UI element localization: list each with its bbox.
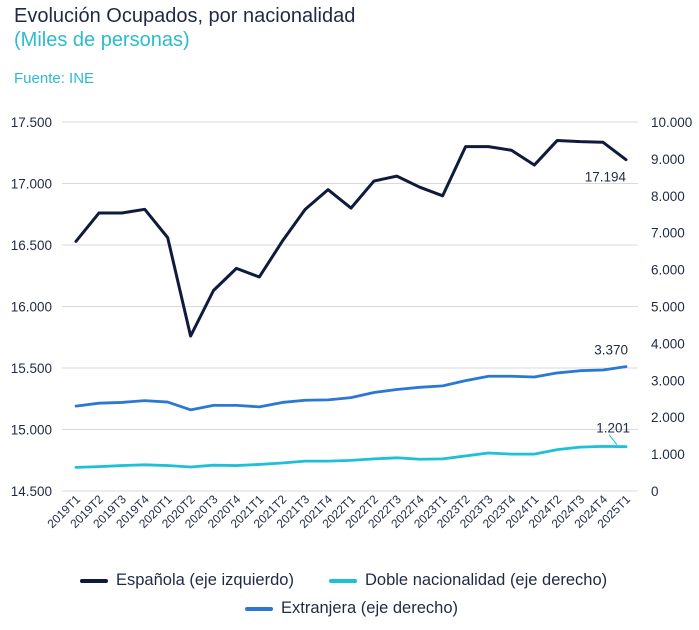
- right-axis-tick-label: 3.000: [651, 373, 685, 388]
- legend-swatch-extranjera: [245, 606, 273, 611]
- left-axis-tick-label: 16.500: [11, 238, 52, 253]
- right-axis-tick-label: 2.000: [651, 410, 685, 425]
- legend-swatch-doble: [329, 578, 357, 583]
- right-axis-tick-label: 9.000: [651, 152, 685, 167]
- left-axis-tick-label: 16.000: [11, 300, 52, 315]
- right-axis-tick-label: 5.000: [651, 300, 685, 315]
- left-axis-tick-label: 15.000: [11, 423, 52, 438]
- right-axis-tick-label: 0: [651, 484, 659, 499]
- left-axis-tick-label: 15.500: [11, 361, 52, 376]
- legend-label-espanola: Española (eje izquierdo): [116, 571, 294, 589]
- left-axis-tick-label: 17.000: [11, 177, 52, 192]
- data-label-espanola: 17.194: [585, 170, 627, 185]
- left-axis-tick-label: 17.500: [11, 115, 52, 130]
- right-axis-tick-label: 7.000: [651, 226, 685, 241]
- legend-item-doble: Doble nacionalidad (eje derecho): [329, 571, 607, 590]
- right-axis-tick-label: 6.000: [651, 263, 685, 278]
- right-axis-tick-label: 8.000: [651, 189, 685, 204]
- legend-swatch-espanola: [80, 578, 108, 583]
- data-label-extranjera: 3.370: [594, 343, 628, 358]
- series-line-extranjera: [74, 365, 628, 412]
- chart-subtitle: (Miles de personas): [14, 29, 190, 51]
- series-line-doble: [74, 444, 628, 469]
- legend-item-extranjera: Extranjera (eje derecho): [245, 599, 458, 618]
- data-label-doble: 1.201: [596, 421, 630, 436]
- legend-label-extranjera: Extranjera (eje derecho): [281, 599, 459, 617]
- series-line-espanola: [74, 138, 628, 338]
- data-label-leader-doble: [608, 434, 618, 445]
- right-axis-tick-label: 4.000: [651, 336, 685, 351]
- right-axis-tick-label: 10.000: [651, 115, 692, 130]
- chart-title: Evolución Ocupados, por nacionalidad: [14, 5, 356, 27]
- left-axis-tick-label: 14.500: [11, 484, 52, 499]
- legend-item-espanola: Española (eje izquierdo): [80, 571, 294, 590]
- legend-label-doble: Doble nacionalidad (eje derecho): [365, 571, 608, 589]
- chart-source: Fuente: INE: [14, 70, 95, 87]
- right-axis-tick-label: 1.000: [651, 447, 685, 462]
